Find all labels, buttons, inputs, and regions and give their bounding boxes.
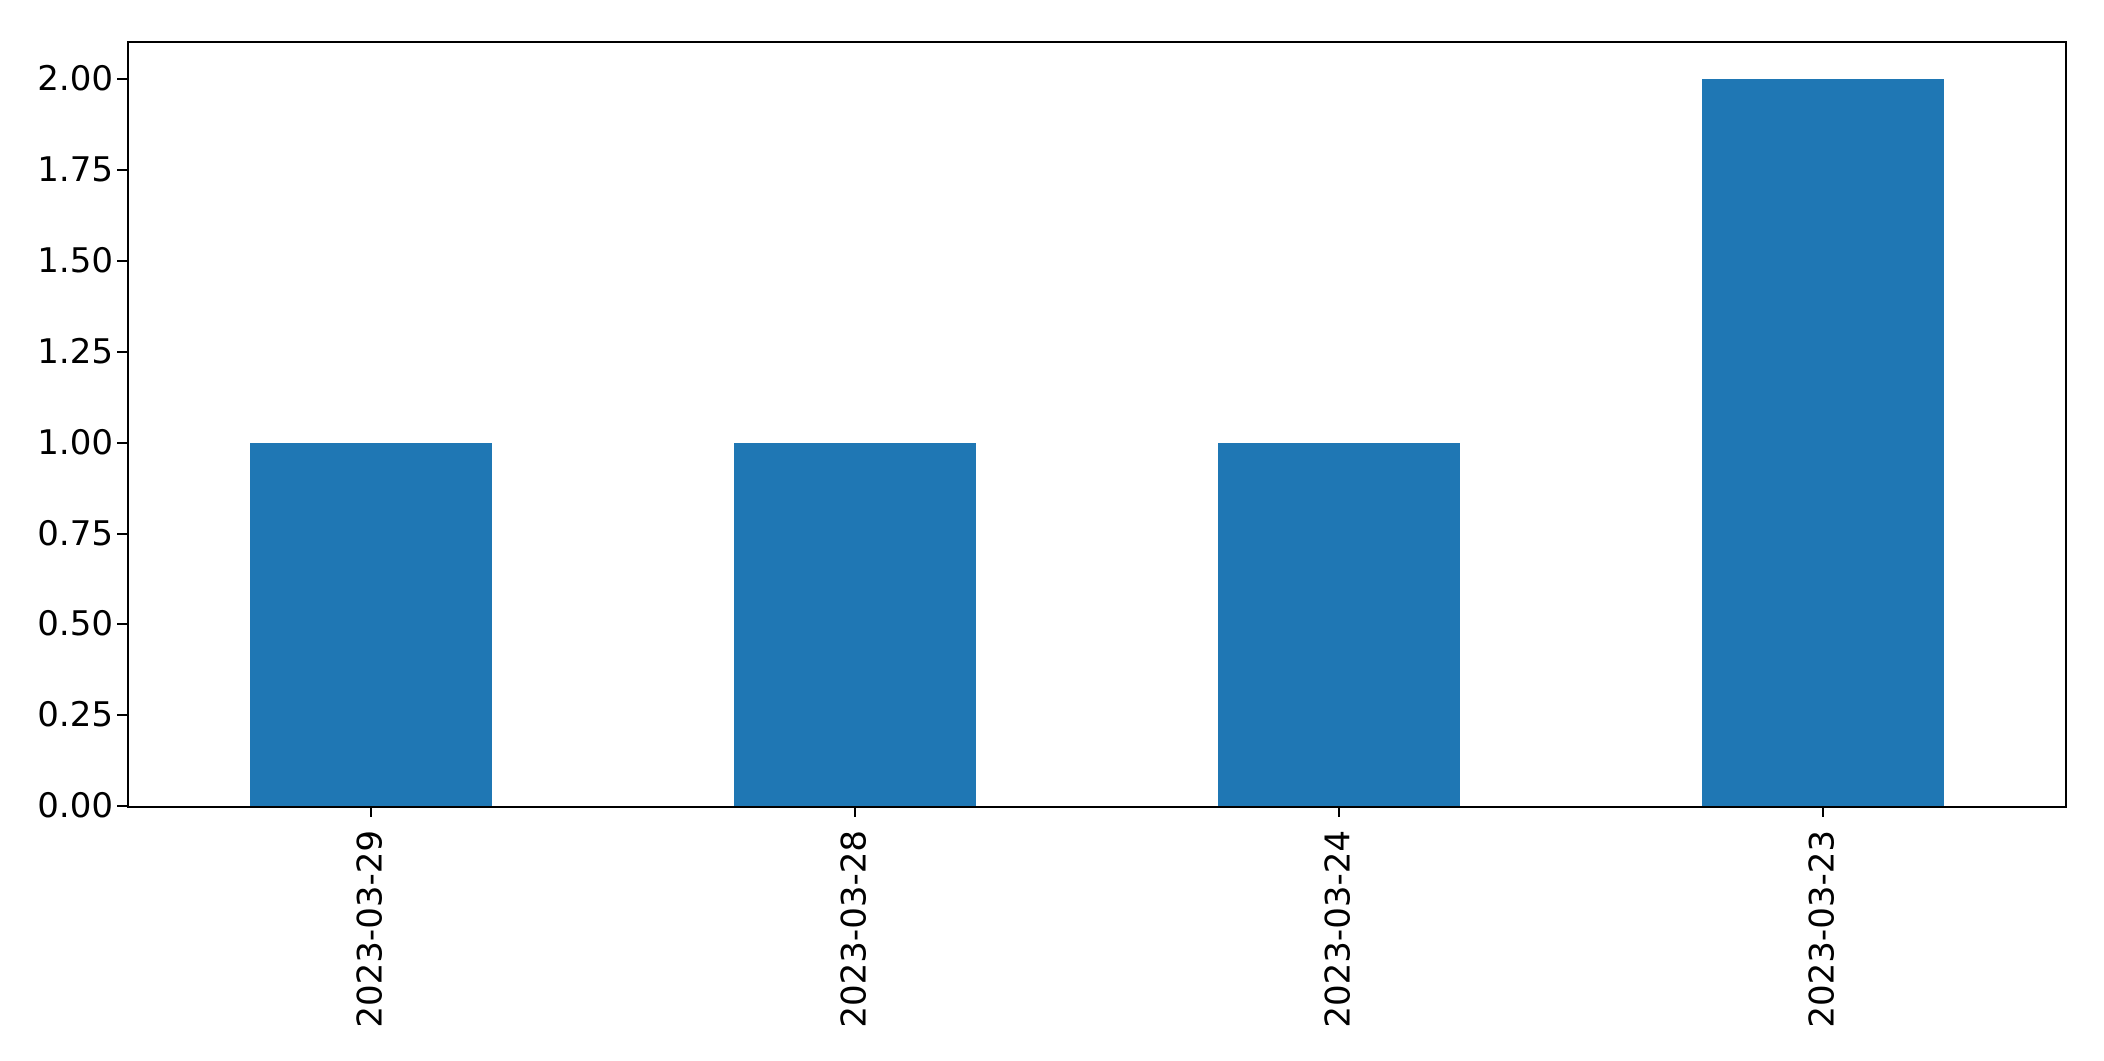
plot-area: 2023-03-29 2023-03-28 2023-03-24 2023-03-23… bbox=[37, 41, 2067, 1028]
y-axis-tick bbox=[117, 441, 127, 444]
y-axis-tick bbox=[117, 623, 127, 626]
x-tick-label: 2023-03-28 bbox=[834, 830, 875, 1028]
x-axis-tick bbox=[854, 808, 856, 817]
y-tick-label: 0.00 bbox=[37, 786, 113, 826]
y-tick-label: 0.75 bbox=[37, 513, 113, 554]
bar bbox=[1702, 79, 1944, 806]
y-tick-label: 1.00 bbox=[37, 422, 113, 463]
bar bbox=[1218, 442, 1460, 806]
y-tick-label: 1.75 bbox=[37, 150, 113, 191]
y-tick-label: 0.25 bbox=[37, 695, 113, 736]
y-axis-tick bbox=[117, 714, 127, 717]
y-axis-tick bbox=[117, 169, 127, 172]
y-axis-tick bbox=[117, 260, 127, 262]
x-tick-label: 2023-03-24 bbox=[1318, 830, 1359, 1028]
x-axis-tick bbox=[370, 808, 372, 817]
y-axis-tick bbox=[117, 350, 127, 353]
y-tick-label: 0.50 bbox=[37, 604, 113, 645]
y-tick-label: 2.00 bbox=[37, 59, 113, 100]
y-tick-label: 1.25 bbox=[37, 331, 113, 372]
y-axis-tick bbox=[117, 532, 127, 535]
bar bbox=[734, 442, 976, 806]
x-axis-tick bbox=[1338, 808, 1340, 817]
y-axis-tick bbox=[117, 805, 127, 807]
x-tick-label: 2023-03-29 bbox=[350, 830, 391, 1028]
bar bbox=[250, 442, 492, 806]
y-axis-tick bbox=[117, 78, 127, 81]
y-tick-label: 1.50 bbox=[37, 241, 113, 281]
x-axis-tick bbox=[1822, 808, 1824, 817]
x-tick-label: 2023-03-23 bbox=[1802, 830, 1843, 1028]
